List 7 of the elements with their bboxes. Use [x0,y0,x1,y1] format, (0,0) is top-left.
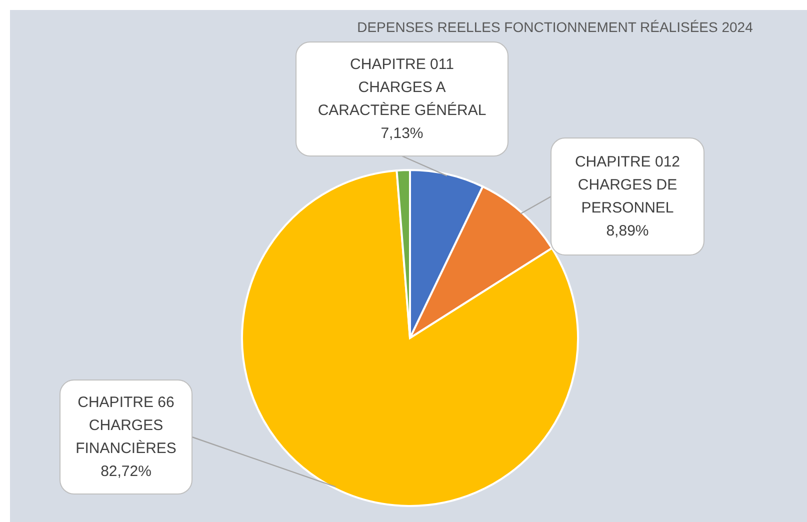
data-label: 8,89% [606,222,649,240]
data-label: 82,72% [100,463,152,480]
slice-label: CHAPITRE 66 CHARGES FINANCIÈRES [76,394,176,457]
chart-title: DEPENSES REELLES FONCTIONNEMENT RÉALISÉES 2024 [357,19,754,35]
slice-label: CHAPITRE 011 CHARGES A CARACTÈRE GÉNÉRAL [318,56,486,119]
slice-label: CHAPITRE 012 CHARGES DE PERSONNEL [574,154,680,216]
data-label: 7,13% [380,125,424,142]
